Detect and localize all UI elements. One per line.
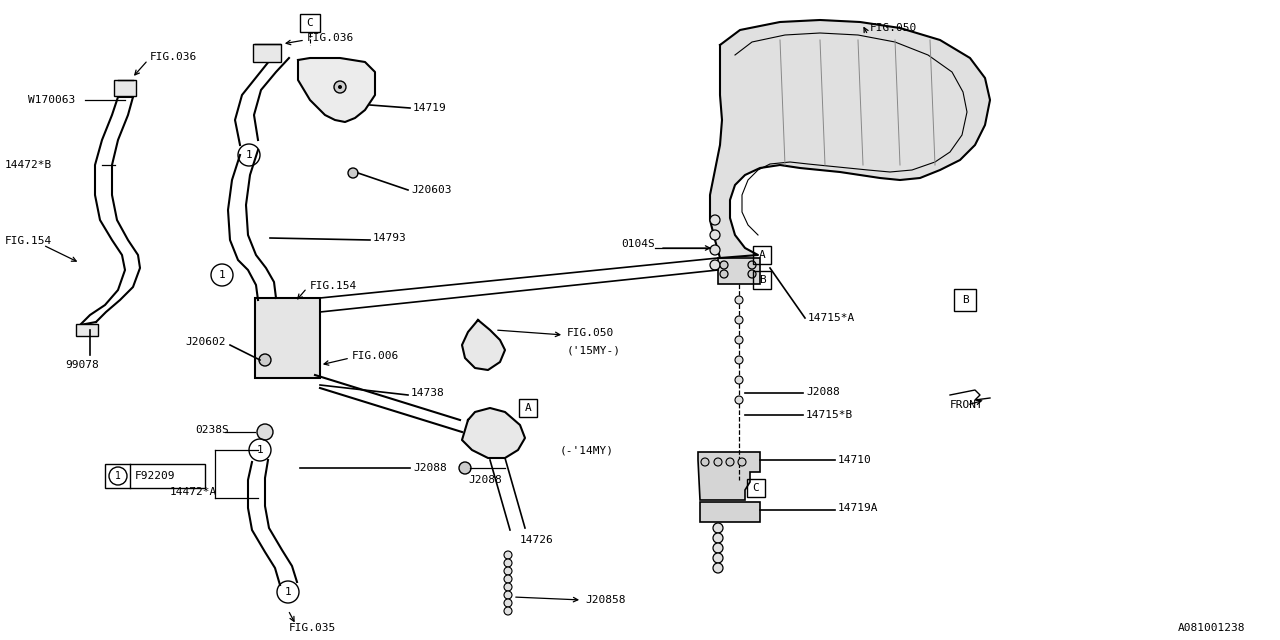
Text: J20602: J20602 — [186, 337, 225, 347]
Circle shape — [714, 458, 722, 466]
Circle shape — [735, 376, 742, 384]
Circle shape — [748, 261, 756, 269]
Text: 0104S: 0104S — [621, 239, 655, 249]
Text: FIG.035: FIG.035 — [288, 623, 335, 633]
Text: A081001238: A081001238 — [1178, 623, 1245, 633]
Circle shape — [504, 559, 512, 567]
Bar — [518, 399, 538, 417]
Bar — [105, 464, 205, 488]
Circle shape — [735, 356, 742, 364]
Circle shape — [721, 270, 728, 278]
Text: FIG.050: FIG.050 — [870, 23, 918, 33]
Circle shape — [710, 230, 721, 240]
Text: (-'14MY): (-'14MY) — [561, 445, 614, 455]
Circle shape — [504, 567, 512, 575]
Text: FIG.050: FIG.050 — [567, 328, 614, 338]
Polygon shape — [298, 58, 375, 122]
Circle shape — [713, 553, 723, 563]
Text: 1: 1 — [256, 445, 264, 455]
Circle shape — [713, 543, 723, 553]
Text: 0238S: 0238S — [195, 425, 229, 435]
Polygon shape — [462, 320, 506, 370]
Text: C: C — [753, 483, 759, 493]
Circle shape — [504, 607, 512, 615]
Text: 14472*B: 14472*B — [5, 160, 52, 170]
Circle shape — [739, 458, 746, 466]
Text: B: B — [759, 275, 765, 285]
Circle shape — [726, 458, 733, 466]
Bar — [753, 271, 771, 289]
Text: 14710: 14710 — [838, 455, 872, 465]
Text: 1: 1 — [115, 471, 120, 481]
Bar — [954, 289, 977, 311]
Text: J2088: J2088 — [806, 387, 840, 397]
Circle shape — [735, 316, 742, 324]
Text: F92209: F92209 — [134, 471, 175, 481]
Text: 1: 1 — [284, 587, 292, 597]
Circle shape — [710, 215, 721, 225]
Circle shape — [504, 575, 512, 583]
Text: FRONT: FRONT — [950, 400, 984, 410]
Bar — [700, 502, 760, 522]
Text: A: A — [759, 250, 765, 260]
Text: B: B — [961, 295, 969, 305]
Text: W170063: W170063 — [28, 95, 76, 105]
Text: J2088: J2088 — [413, 463, 447, 473]
Circle shape — [713, 563, 723, 573]
Bar — [76, 324, 99, 336]
Text: 14719: 14719 — [413, 103, 447, 113]
Circle shape — [504, 591, 512, 599]
Text: 14719A: 14719A — [838, 503, 878, 513]
Text: 1: 1 — [219, 270, 225, 280]
Circle shape — [710, 245, 721, 255]
Text: 14793: 14793 — [372, 233, 407, 243]
Circle shape — [713, 523, 723, 533]
Text: 1: 1 — [246, 150, 252, 160]
Circle shape — [710, 260, 721, 270]
Circle shape — [504, 583, 512, 591]
Text: FIG.036: FIG.036 — [150, 52, 197, 62]
Text: 14715*B: 14715*B — [806, 410, 854, 420]
Text: J2088: J2088 — [468, 475, 502, 485]
Bar — [748, 479, 765, 497]
Circle shape — [735, 336, 742, 344]
Text: 14715*A: 14715*A — [808, 313, 855, 323]
Circle shape — [735, 396, 742, 404]
Text: FIG.154: FIG.154 — [5, 236, 52, 246]
Text: ('15MY-): ('15MY-) — [567, 345, 621, 355]
Circle shape — [348, 168, 358, 178]
Bar — [255, 298, 320, 378]
Circle shape — [701, 458, 709, 466]
Text: 14738: 14738 — [411, 388, 444, 398]
Text: C: C — [307, 18, 314, 28]
Text: FIG.036: FIG.036 — [307, 33, 355, 43]
Polygon shape — [698, 452, 760, 500]
Circle shape — [721, 261, 728, 269]
Bar — [753, 246, 771, 264]
Circle shape — [334, 81, 346, 93]
Circle shape — [259, 354, 271, 366]
Polygon shape — [710, 20, 989, 258]
Text: FIG.154: FIG.154 — [310, 281, 357, 291]
Circle shape — [748, 270, 756, 278]
Circle shape — [504, 551, 512, 559]
Bar — [114, 80, 136, 96]
Bar — [253, 44, 282, 62]
Circle shape — [504, 599, 512, 607]
Circle shape — [713, 533, 723, 543]
Text: 14726: 14726 — [520, 535, 554, 545]
Bar — [718, 258, 760, 284]
Circle shape — [338, 85, 342, 89]
Circle shape — [735, 296, 742, 304]
Text: 14472*A: 14472*A — [170, 487, 218, 497]
Text: FIG.006: FIG.006 — [352, 351, 399, 361]
Bar — [300, 14, 320, 32]
Text: J20603: J20603 — [411, 185, 452, 195]
Text: J20858: J20858 — [585, 595, 626, 605]
Text: 99078: 99078 — [65, 360, 99, 370]
Polygon shape — [462, 408, 525, 458]
Circle shape — [257, 424, 273, 440]
Text: A: A — [525, 403, 531, 413]
Circle shape — [460, 462, 471, 474]
